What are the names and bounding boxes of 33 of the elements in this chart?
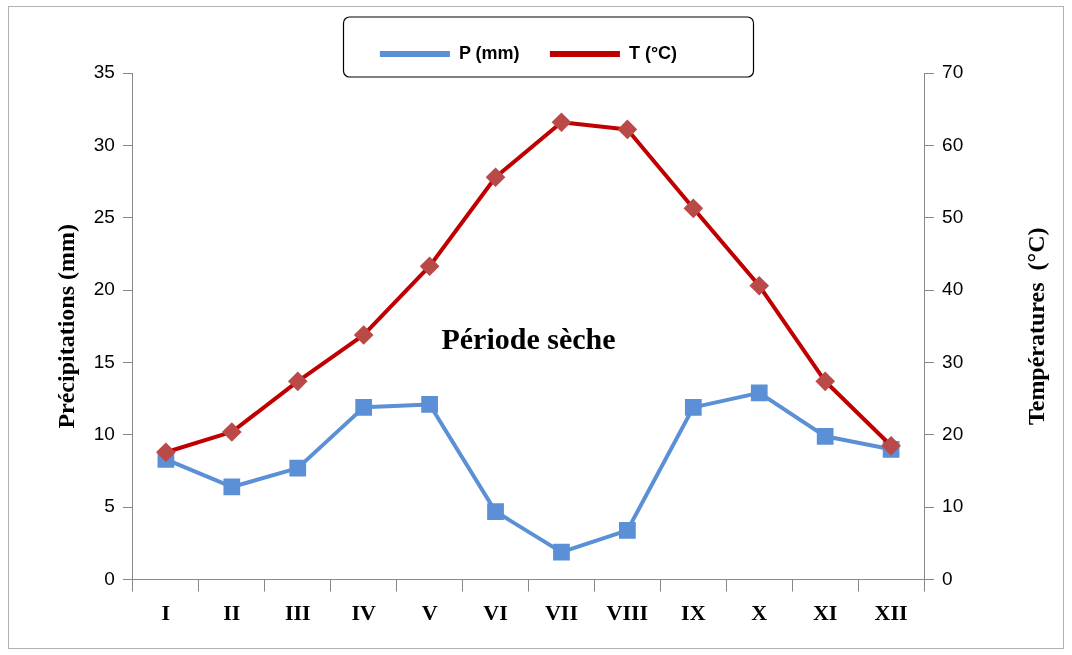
x-tick-label: VII xyxy=(544,600,578,626)
x-tick-label: II xyxy=(223,600,241,626)
y2-tick-label: 30 xyxy=(942,350,964,372)
y-tick-label: 0 xyxy=(104,567,115,589)
annotation: Période sèche xyxy=(441,322,616,356)
y2-tick-label: 10 xyxy=(942,495,964,517)
legend-label: P (mm) xyxy=(458,42,520,63)
x-tick-label: XI xyxy=(812,600,838,626)
y-tick-label: 20 xyxy=(93,278,115,300)
y2-axis-title: Températures (°C) xyxy=(1023,227,1050,426)
y2-tick-label: 50 xyxy=(942,205,964,227)
y-tick-label: 30 xyxy=(93,133,115,155)
y2-tick-label: 60 xyxy=(942,133,964,155)
x-tick-label: IV xyxy=(351,600,377,626)
y-tick-label: 25 xyxy=(93,205,115,227)
y2-tick-label: 0 xyxy=(942,567,953,589)
x-tick-label: VIII xyxy=(606,600,649,626)
y-tick-label: 5 xyxy=(104,495,115,517)
y-tick-label: 35 xyxy=(93,61,115,83)
y2-tick-label: 70 xyxy=(942,61,964,83)
x-tick-label: III xyxy=(284,600,311,626)
x-tick-label: IX xyxy=(681,600,706,626)
x-tick-label: XII xyxy=(874,600,908,626)
y-axis-title: Précipitations (mm) xyxy=(52,224,79,429)
y-tick-label: 15 xyxy=(93,350,115,372)
y2-tick-label: 40 xyxy=(942,278,964,300)
y2-tick-label: 20 xyxy=(942,423,964,445)
x-tick-label: I xyxy=(161,600,171,626)
x-tick-label: VI xyxy=(483,600,508,626)
x-tick-label: X xyxy=(751,600,768,626)
legend-label: T (°C) xyxy=(628,42,678,63)
y-tick-label: 10 xyxy=(93,423,115,445)
x-tick-label: V xyxy=(421,600,438,626)
